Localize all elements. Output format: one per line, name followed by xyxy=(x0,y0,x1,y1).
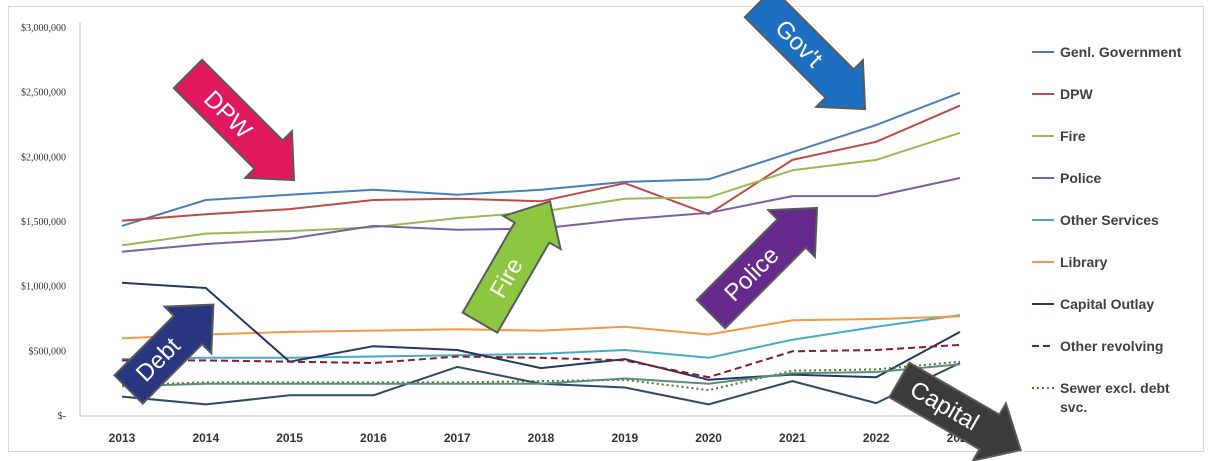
x-tick-label: 2018 xyxy=(528,431,555,445)
x-tick-label: 2017 xyxy=(444,431,471,445)
legend-label: Fire xyxy=(1060,128,1086,144)
annotation-arrow: Debt xyxy=(113,303,215,405)
x-tick-label: 2022 xyxy=(863,431,890,445)
annotation-arrow: Gov't xyxy=(743,0,867,111)
annotation-arrow-shape xyxy=(743,0,867,111)
x-tick-label: 2014 xyxy=(192,431,219,445)
x-tick-label: 2016 xyxy=(360,431,387,445)
y-tick-label: $- xyxy=(58,411,66,422)
annotation-arrow: DPW xyxy=(172,58,296,182)
annotation-arrow-shape xyxy=(172,58,296,182)
x-tick-label: 2020 xyxy=(695,431,722,445)
x-tick-label: 2015 xyxy=(276,431,303,445)
series-line-capital-outlay xyxy=(121,281,961,381)
annotation-arrow: Fire xyxy=(461,200,563,334)
annotation-arrow-shape xyxy=(888,361,1022,461)
x-tick-label: 2021 xyxy=(779,431,806,445)
legend-label-line1: Sewer excl. debt xyxy=(1060,380,1170,396)
series-line-library xyxy=(121,315,961,340)
legend-label: Police xyxy=(1060,170,1101,186)
y-tick-label: $1,000,000 xyxy=(21,282,66,293)
series-line-dpw xyxy=(121,104,961,222)
legend-label: DPW xyxy=(1060,86,1093,102)
legend-label: Other Services xyxy=(1060,212,1159,228)
series-line-other-services xyxy=(121,314,961,361)
y-tick-label: $500,000 xyxy=(29,346,67,357)
annotation-arrow-shape xyxy=(113,303,215,405)
annotation-arrow: Capital xyxy=(888,361,1022,461)
annotation-arrow: Police xyxy=(695,206,819,330)
x-tick-label: 2013 xyxy=(109,431,136,445)
series-line-sewer-excl-debt-svc xyxy=(121,360,961,392)
y-tick-label: $1,500,000 xyxy=(21,217,66,228)
y-tick-label: $2,500,000 xyxy=(21,88,66,99)
series-line-unlabeled-10 xyxy=(121,363,961,388)
legend-label-line2: svc. xyxy=(1060,399,1087,415)
y-tick-label: $2,000,000 xyxy=(21,152,66,163)
y-tick-label: $3,000,000 xyxy=(21,23,66,34)
series-line-other-revolving xyxy=(122,343,961,379)
legend-label: Capital Outlay xyxy=(1060,296,1154,312)
annotation-arrow-shape xyxy=(461,200,563,334)
annotation-arrow-shape xyxy=(695,206,819,330)
chart-frame xyxy=(8,6,1204,452)
legend-label: Library xyxy=(1060,254,1108,270)
x-tick-label: 2019 xyxy=(611,431,638,445)
legend-label: Genl. Government xyxy=(1060,44,1182,60)
series-line-genl-government xyxy=(121,91,961,227)
legend-label: Other revolving xyxy=(1060,338,1163,354)
